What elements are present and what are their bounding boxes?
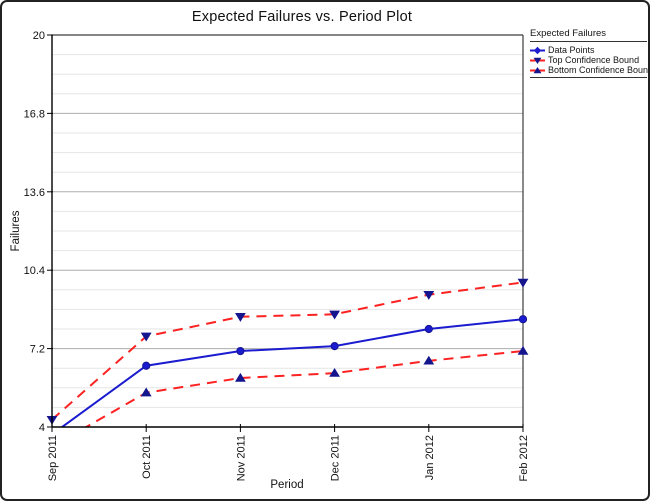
legend-item-top-confidence-bound: Top Confidence Bound: [530, 55, 647, 65]
data-points-marker-icon: [530, 46, 545, 54]
legend-item-bottom-confidence-bound: Bottom Confidence Bound: [530, 65, 650, 75]
data-point-marker: [330, 342, 339, 351]
top-bound-marker: [329, 310, 340, 320]
data-point-marker: [142, 361, 151, 370]
y-tick-label: 16.8: [24, 108, 45, 120]
y-tick-label: 4: [39, 422, 45, 434]
legend: Expected Failures Data Points Top Confid…: [530, 28, 650, 78]
y-tick-label: 10.4: [24, 265, 45, 277]
top-bound-marker: [517, 278, 529, 288]
x-tick-label: Nov 2011: [235, 435, 247, 481]
x-axis-title: Period: [270, 479, 304, 491]
series-group: [46, 278, 529, 427]
data-point-marker: [236, 346, 245, 356]
bottom-bound-marker: [423, 355, 435, 365]
data-point-marker: [424, 324, 433, 334]
bottom-confidence-bound-line: [84, 350, 524, 427]
data-point-marker: [518, 315, 528, 324]
page-title: Expected Failures vs. Period Plot: [191, 9, 413, 25]
bottom-bound-marker: [517, 345, 529, 355]
legend-title: Expected Failures: [530, 28, 647, 42]
legend-item-label: Top Confidence Bound: [548, 55, 640, 65]
x-tick-label: Feb 2012: [518, 435, 530, 481]
top-bound-marker: [235, 313, 246, 322]
bottom-confidence-bound-marker-icon: [530, 66, 545, 73]
y-axis-title: Failures: [10, 210, 22, 252]
top-confidence-bound-marker-icon: [530, 57, 545, 64]
top-confidence-bound-line: [51, 281, 524, 421]
bottom-bound-marker: [235, 372, 246, 382]
legend-item-label: Bottom Confidence Bound: [548, 65, 650, 75]
x-tick-label: Sep 2011: [47, 435, 59, 481]
bottom-bound-marker: [140, 387, 152, 397]
legend-item-label: Data Points: [548, 45, 595, 55]
y-tick-label: 20: [33, 30, 45, 42]
top-bound-marker: [423, 291, 435, 300]
legend-item-data-points: Data Points: [530, 45, 647, 55]
bottom-bound-marker: [329, 367, 340, 377]
y-tick-label: 7.2: [30, 344, 45, 356]
x-tick-label: Dec 2011: [330, 435, 342, 481]
data-points-line: [60, 318, 524, 427]
x-tick-label: Oct 2011: [141, 435, 153, 479]
legend-marker-shape: [533, 66, 542, 73]
x-tick-label: Jan 2012: [424, 435, 436, 480]
legend-marker-shape: [533, 57, 542, 64]
legend-marker-shape: [533, 46, 542, 54]
y-tick-label: 13.6: [24, 187, 45, 199]
top-bound-marker: [140, 332, 152, 342]
